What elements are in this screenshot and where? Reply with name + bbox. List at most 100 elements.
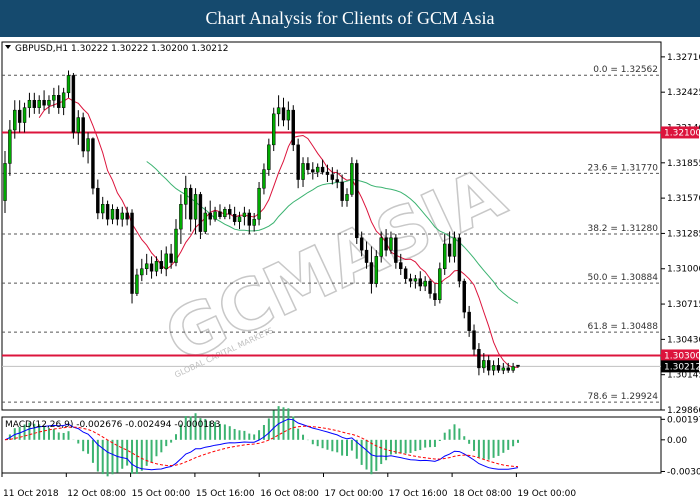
candle-body	[374, 256, 379, 284]
x-tick-label: 17 Oct 16:00	[389, 489, 448, 499]
candle-body	[203, 212, 208, 232]
candle-body	[130, 212, 134, 294]
candle-body	[330, 174, 335, 180]
candle-body	[340, 181, 344, 201]
candle-body	[394, 237, 398, 263]
candle-body	[506, 367, 510, 371]
candle-body	[47, 99, 51, 106]
candle-body	[301, 163, 305, 180]
y-tick-label: 1.30145	[667, 371, 700, 381]
candle-body	[291, 109, 295, 146]
candle-body	[169, 253, 173, 263]
candle-body	[433, 293, 437, 300]
symbol-info: GBPUSD,H1 1.30222 1.30222 1.30200 1.3021…	[15, 44, 228, 54]
x-tick-label: 12 Oct 08:00	[67, 489, 126, 499]
candle-body	[174, 228, 178, 263]
candle-body	[17, 109, 22, 123]
candle-body	[311, 169, 315, 173]
candle-body	[257, 187, 261, 220]
candle-body	[418, 278, 423, 287]
candle-body	[42, 99, 46, 106]
candle-body	[296, 144, 300, 180]
candle-body	[516, 364, 520, 367]
candle-body	[105, 204, 110, 220]
candle-body	[218, 211, 222, 217]
candle-body	[482, 360, 486, 369]
candle-body	[262, 169, 266, 189]
x-tick-label: 19 Oct 00:00	[517, 489, 576, 499]
x-tick-label: 16 Oct 08:00	[260, 489, 319, 499]
macd-line	[4, 418, 519, 471]
fib-level-label: 78.6 = 1.29924	[587, 392, 658, 402]
price-panel	[1, 41, 662, 411]
candle-body	[27, 99, 32, 108]
candle-body	[462, 280, 466, 313]
candle-body	[442, 243, 447, 269]
candle-body	[8, 129, 12, 164]
support-tag	[661, 349, 699, 362]
y-tick-label: 1.32710	[667, 53, 700, 63]
macd-y-tick-label: -0.003053	[667, 467, 700, 477]
candle-body	[423, 280, 427, 287]
y-tick-label: 1.30715	[667, 300, 700, 310]
candle-body	[281, 107, 286, 121]
candle-body	[472, 330, 476, 350]
y-tick-label: 1.32425	[667, 88, 700, 98]
x-tick-label: 15 Oct 16:00	[196, 489, 255, 499]
candle-body	[52, 95, 56, 101]
candle-body	[154, 261, 159, 272]
candle-body	[115, 209, 120, 220]
x-tick-label: 17 Oct 00:00	[325, 489, 384, 499]
candle-body	[271, 113, 276, 146]
chart-area: GCMASIA GLOBAL CAPITAL MARKETS 0.0 = 1.3…	[1, 41, 700, 499]
candle-body	[22, 107, 27, 123]
candle-body	[144, 263, 149, 269]
x-tick-label: 15 Oct 00:00	[132, 489, 191, 499]
candle-body	[86, 138, 90, 152]
candle-body	[57, 95, 61, 108]
candle-body	[452, 237, 457, 257]
candle-body	[438, 268, 442, 300]
candle-body	[242, 212, 247, 217]
candle-body	[477, 349, 481, 369]
header-title: Chart Analysis for Clients of GCM Asia	[205, 8, 495, 28]
candle-body	[193, 194, 198, 220]
x-tick-label: 11 Oct 2018	[3, 489, 59, 499]
page-header: Chart Analysis for Clients of GCM Asia	[0, 0, 700, 37]
candle-body	[13, 109, 17, 131]
support-label: 1.30300	[664, 351, 700, 361]
current-price-tag	[661, 360, 699, 373]
candle-body	[408, 278, 413, 282]
candle-body	[61, 92, 66, 108]
candle-body	[286, 109, 291, 121]
y-tick-label: 1.29860	[667, 406, 700, 416]
candle-body	[232, 213, 237, 222]
candle-body	[32, 99, 37, 108]
candle-body	[428, 280, 432, 294]
candle-body	[447, 243, 452, 257]
macd-y-tick-label: 0.001975	[667, 415, 700, 425]
candle-body	[276, 107, 281, 115]
y-tick-label: 1.31570	[667, 194, 700, 204]
candle-body	[413, 278, 418, 282]
candle-body	[501, 367, 506, 371]
candle-body	[267, 144, 271, 170]
candle-body	[355, 163, 359, 239]
y-tick-label: 1.30430	[667, 335, 700, 345]
candle-body	[91, 138, 95, 189]
candle-body	[457, 237, 462, 282]
resistance-label: 1.32100	[664, 128, 700, 138]
candle-body	[320, 166, 325, 173]
candle-body	[359, 237, 364, 251]
candle-body	[496, 365, 501, 371]
candle-body	[389, 237, 393, 251]
candle-body	[486, 360, 491, 371]
candle-body	[37, 99, 41, 108]
candle-body	[198, 194, 203, 232]
candle-body	[369, 262, 374, 284]
candle-body	[66, 75, 71, 94]
candle-body	[96, 187, 100, 214]
candle-body	[345, 194, 349, 201]
dropdown-arrow-icon[interactable]	[5, 45, 11, 49]
candle-body	[110, 209, 115, 220]
